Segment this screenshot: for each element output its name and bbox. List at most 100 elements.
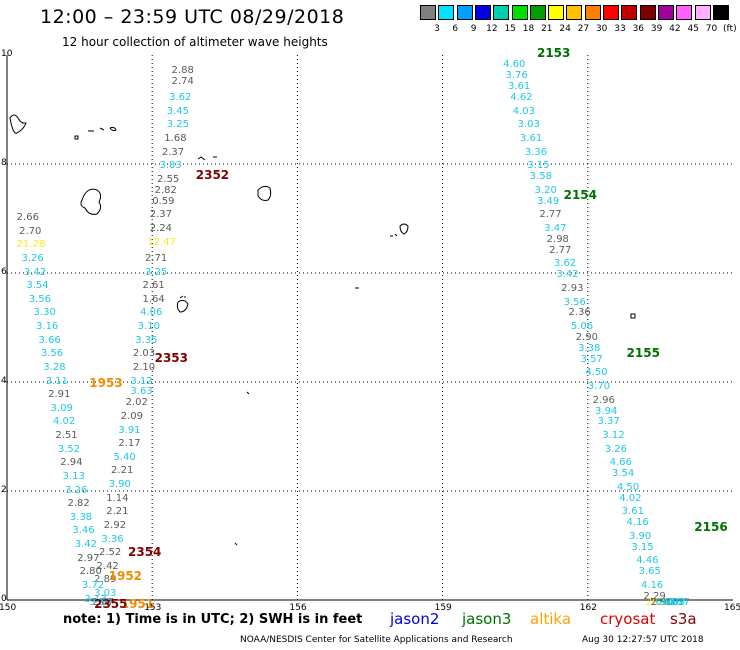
- legend-label: 45: [687, 24, 699, 34]
- wave-height-value: 2.17: [118, 438, 141, 450]
- wave-height-value: 2.82: [67, 498, 90, 510]
- page-title: 12:00 – 23:59 UTC 08/29/2018: [40, 6, 345, 28]
- wave-height-value: 3.47: [544, 222, 567, 234]
- wave-height-value: 3.35: [135, 334, 158, 346]
- wave-height-value: 21.28: [16, 239, 46, 251]
- wave-height-value: 4.37: [667, 597, 690, 608]
- island-small-3: [234, 287, 636, 546]
- wave-height-value: 3.66: [38, 334, 61, 346]
- island-kosrae: [390, 223, 409, 237]
- legend-label: 9: [470, 24, 477, 34]
- wave-height-value: 2.55: [157, 173, 180, 185]
- wave-height-value: 2.94: [60, 457, 83, 469]
- legend-swatch: [639, 5, 656, 20]
- legend-swatch: [548, 5, 565, 20]
- wave-height-value: 3.54: [26, 280, 49, 292]
- legend-swatch: [511, 5, 528, 20]
- wave-height-value: 2.61: [142, 280, 165, 292]
- wave-height-value: 3.42: [556, 269, 579, 281]
- wave-height-value: 3.26: [65, 484, 88, 496]
- pass-time-label: 2352: [195, 168, 230, 183]
- wave-height-value: 3.61: [507, 81, 531, 93]
- island-nukuoro: [176, 295, 189, 313]
- island-chuuk: [80, 188, 102, 215]
- wave-height-value: 3.36: [101, 533, 124, 545]
- wave-height-value: 3.83: [159, 160, 182, 172]
- satellite-altika: altika: [530, 610, 572, 628]
- wave-height-value: 2.51: [55, 430, 78, 442]
- island-pohnpei: [257, 185, 272, 201]
- wave-height-value: 5.40: [113, 451, 136, 463]
- wave-height-value: 3.94: [595, 405, 618, 417]
- wave-height-value: 3.15: [527, 160, 550, 172]
- wave-height-value: 4.50: [585, 367, 608, 379]
- footer-note: note: 1) Time is in UTC; 2) SWH is in fe…: [63, 612, 363, 627]
- map-plot[interactable]: [0, 0, 740, 610]
- wave-height-value: 4.46: [636, 555, 659, 567]
- pass-time-label: 2156: [694, 519, 728, 534]
- wave-height-value: 2.42: [96, 560, 119, 572]
- legend-label: 24: [559, 24, 571, 34]
- wave-height-value: 2.21: [111, 465, 134, 477]
- x-tick-label: 159: [434, 603, 452, 613]
- wave-height-value: 3.26: [604, 443, 627, 455]
- wave-height-value: 5.06: [570, 321, 594, 333]
- wave-height-value: 2.77: [539, 209, 562, 221]
- pass-time-label: 2155: [626, 345, 660, 360]
- wave-height-value: 2.90: [575, 331, 598, 343]
- legend-label: 27: [577, 24, 590, 34]
- pass-time-label: 2355: [94, 597, 128, 611]
- wave-height-value: 2.92: [103, 519, 127, 531]
- legend-swatch: [712, 5, 729, 20]
- wave-height-value: 3.26: [21, 252, 44, 264]
- legend-swatch: [474, 5, 491, 20]
- wave-height-value: 2.87: [91, 597, 114, 608]
- wave-height-value: 2.89: [94, 574, 117, 586]
- legend-label: 3: [434, 24, 440, 34]
- island-guam: [9, 114, 27, 134]
- pass-time-label: 2153: [536, 45, 571, 60]
- wave-height-value: 3.38: [578, 342, 601, 354]
- wave-height-value: 2.10: [132, 361, 156, 373]
- wave-height-value: 3.56: [660, 597, 683, 608]
- legend-swatch: [456, 5, 473, 20]
- wave-height-value: 3.72: [82, 579, 105, 591]
- island-mortlock: [197, 156, 217, 161]
- legend-swatch: [438, 5, 455, 20]
- wave-height-value: 2.29: [643, 590, 666, 602]
- wave-height-value: 2.70: [19, 225, 42, 237]
- legend-swatch: [584, 5, 601, 20]
- wave-height-value: 4.60: [503, 59, 526, 71]
- wave-height-value: 2.52: [98, 547, 122, 559]
- wave-height-value: 3.15: [631, 541, 654, 553]
- wave-height-value: 2.37: [149, 209, 173, 221]
- wave-height-value: 3.10: [137, 321, 160, 333]
- satellite-jason3: jason3: [462, 610, 512, 628]
- wave-height-value: 3.20: [534, 184, 557, 196]
- island-small-2: [88, 126, 117, 132]
- wave-height-value: 3.16: [36, 321, 59, 333]
- wave-height-value: 4.02: [52, 416, 76, 428]
- pass-time-label: 2154: [563, 187, 597, 202]
- island-small-1: [74, 135, 79, 140]
- wave-height-value: 3.49: [536, 195, 560, 207]
- wave-height-value: 3.37: [597, 416, 620, 428]
- wave-height-value: 4.08: [662, 597, 686, 608]
- wave-height-value: 3.61: [520, 133, 543, 145]
- wave-height-value: 3.91: [118, 424, 141, 436]
- wave-height-value: 4.16: [626, 517, 649, 529]
- map-gridlines: [7, 55, 733, 600]
- wave-height-value: 3.90: [108, 479, 131, 491]
- wave-height-value: 4.06: [140, 307, 163, 319]
- wave-height-value: 2.03: [132, 348, 156, 360]
- wave-height-value: 3.30: [33, 307, 56, 319]
- wave-height-value: 4.50: [616, 481, 640, 493]
- wave-height-value: 3.45: [166, 105, 189, 117]
- wave-height-value: 4.02: [619, 492, 642, 504]
- wave-height-value: 3.25: [166, 119, 189, 131]
- legend-swatch: [493, 5, 510, 20]
- wave-height-value: 2.71: [144, 252, 168, 264]
- wave-height-value: 2.37: [161, 146, 185, 158]
- page-subtitle: 12 hour collection of altimeter wave hei…: [62, 35, 328, 49]
- x-tick-label: 150: [0, 603, 17, 613]
